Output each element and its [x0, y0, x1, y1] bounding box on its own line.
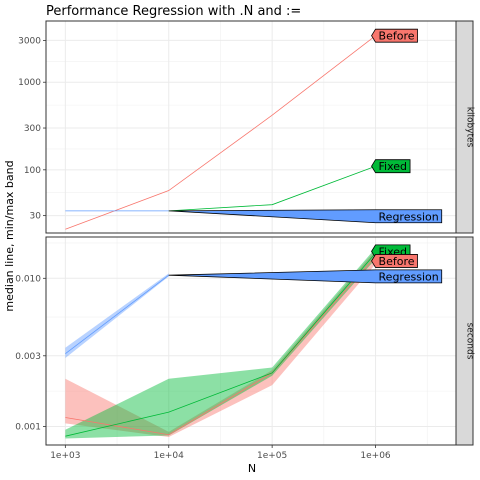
panel-kilobytes-background [46, 21, 456, 233]
panel-seconds-y-tick-label: 0.010 [15, 274, 41, 284]
panel-seconds-y-tick-label: 0.001 [15, 422, 41, 432]
panel-seconds-strip-label: seconds [465, 323, 475, 360]
panel-kilobytes-y-tick-label: 300 [24, 124, 41, 134]
panel-kilobytes-callout-before: Before [371, 28, 418, 43]
panel-kilobytes-y-tick-label: 3000 [18, 36, 41, 46]
panel-seconds-callout-label-before: Before [379, 255, 415, 268]
panel-kilobytes-callout-label-fixed: Fixed [379, 160, 408, 173]
panel-kilobytes-y-tick-label: 1000 [18, 78, 41, 88]
panel-seconds-callout-before: Before [371, 254, 418, 268]
panel-kilobytes-callout-label-before: Before [379, 30, 415, 43]
x-tick-label: 1e+05 [257, 451, 287, 461]
x-tick-label: 1e+06 [360, 451, 391, 461]
panel-seconds-callout-label-regression: Regression [379, 270, 439, 283]
x-tick-label: 1e+03 [50, 451, 80, 461]
panel-kilobytes-y-tick-label: 30 [30, 212, 42, 222]
panel-kilobytes-callout-box-fixed [371, 159, 411, 174]
panel-kilobytes: 30 100 300 1000 3000 Before Fixed Regression kil… [18, 20, 475, 234]
panel-seconds-strip [455, 236, 474, 446]
panel-seconds-y-tick-label: 0.003 [15, 352, 41, 362]
panel-kilobytes-callout-label-regression: Regression [379, 210, 439, 223]
x-tick-label: 1e+04 [154, 451, 185, 461]
panel-seconds-line-before [65, 256, 376, 436]
panel-seconds-callout-box-regression [168, 269, 443, 284]
panel-kilobytes-callout-box-before [371, 28, 418, 43]
panels: 30 100 300 1000 3000 Before Fixed Regression kil… [15, 20, 475, 461]
x-axis-title: N [248, 462, 256, 475]
chart-title: Performance Regression with .N and := [46, 4, 301, 19]
panel-seconds-line-regression [65, 274, 169, 354]
panel-seconds-line-fixed [65, 252, 376, 437]
panel-seconds: 0.0010.0030.010FixedBeforeRegressionseco… [15, 236, 475, 446]
panel-kilobytes-y-tick-label: 100 [24, 166, 41, 176]
panel-seconds-callout-box-before [371, 254, 418, 268]
panel-kilobytes-callout-box-regression [168, 209, 443, 224]
panel-seconds-band-fixed [65, 248, 376, 439]
panel-seconds-callout-regression: Regression [168, 269, 443, 284]
panel-kilobytes-line-before [65, 35, 376, 230]
panel-seconds-band-before [65, 250, 376, 437]
panel-kilobytes-callout-fixed: Fixed [371, 159, 411, 174]
panel-kilobytes-strip [455, 20, 474, 234]
panel-kilobytes-line-fixed [168, 165, 376, 212]
panel-kilobytes-callout-regression: Regression [168, 209, 443, 224]
y-axis-title: median line, min/max band [3, 160, 16, 311]
panel-kilobytes-strip-label: kilobytes [465, 107, 475, 148]
